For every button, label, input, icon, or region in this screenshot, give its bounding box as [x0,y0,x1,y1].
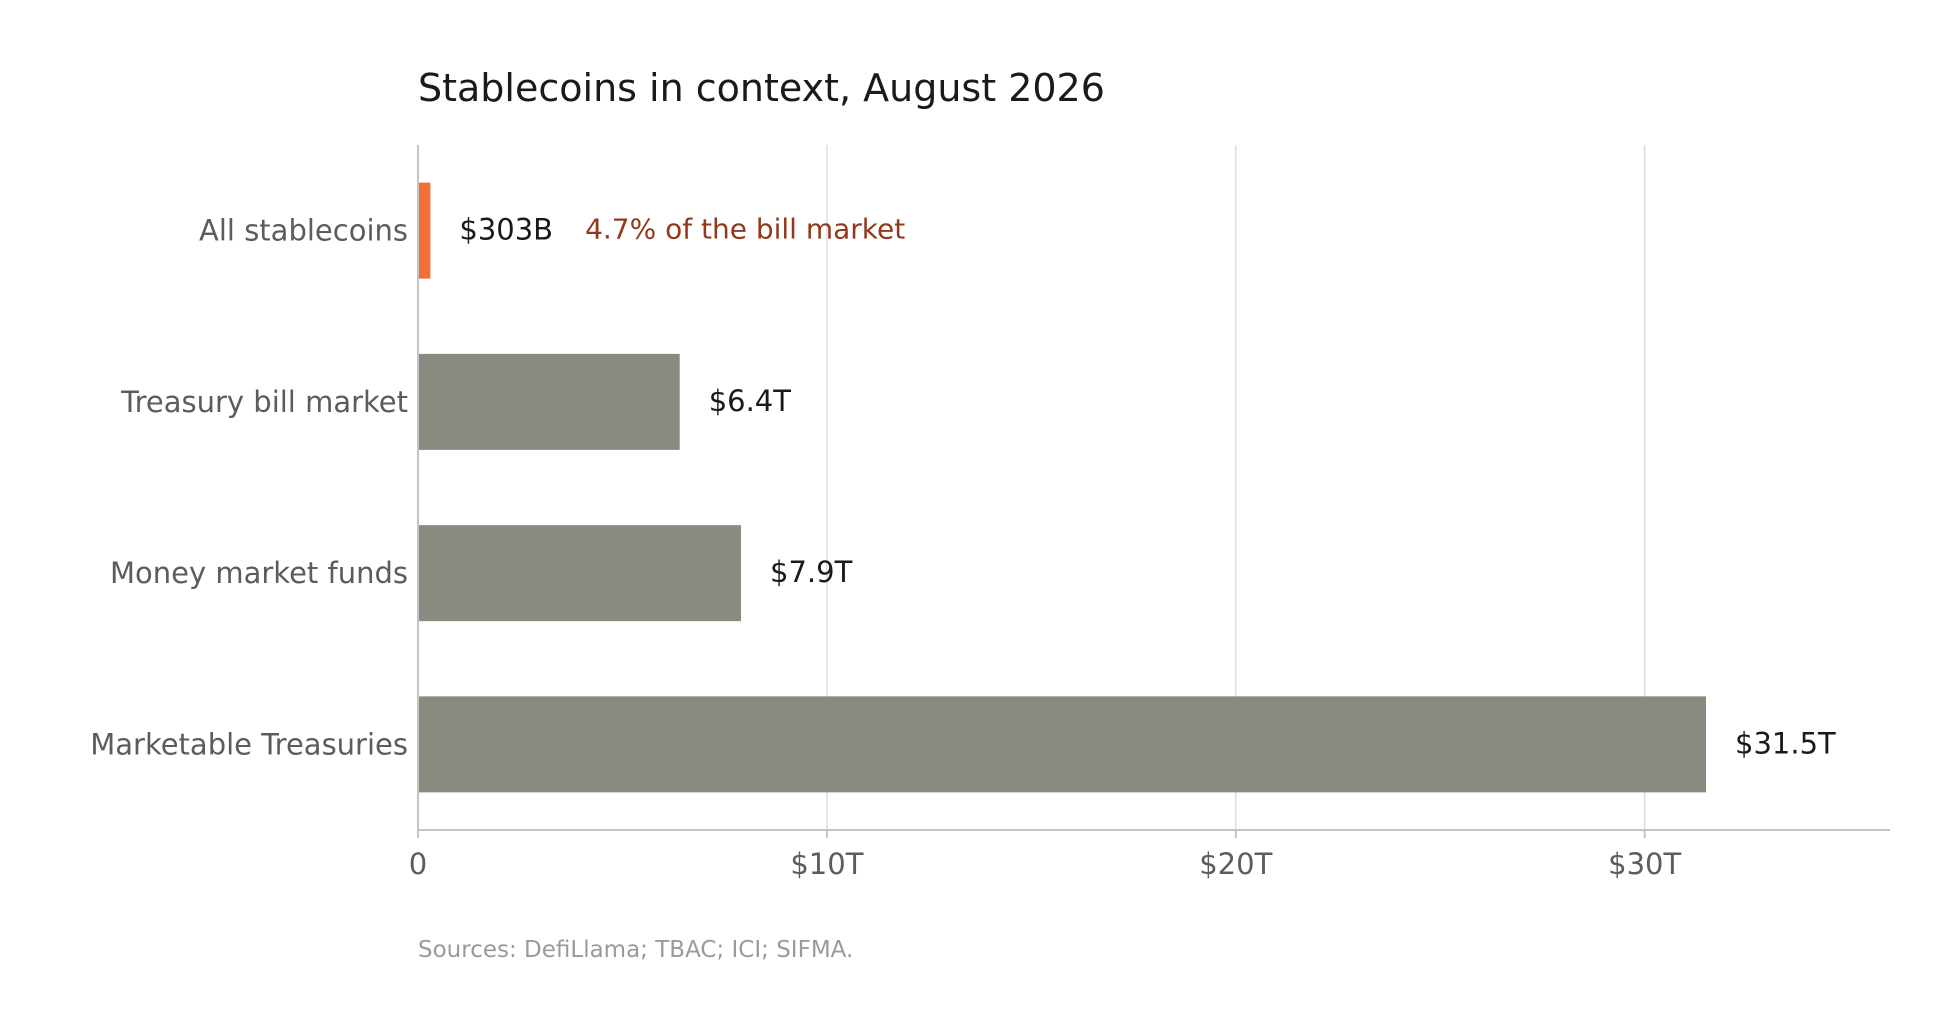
bar [418,696,1706,793]
category-label: Marketable Treasuries [90,727,408,761]
labels: All stablecoins $303B 4.7% of the bill mar… [90,213,1836,762]
x-tick-label: $20T [1199,847,1272,881]
bars [418,182,1706,793]
category-label: Treasury bill market [120,385,408,419]
value-label: $7.9T [770,555,853,589]
axes: 0 $10T $20T $30T [409,145,1890,881]
category-label: All stablecoins [199,214,408,248]
x-tick-label: 0 [409,847,427,881]
category-label: Money market funds [110,556,408,590]
value-label: $303B [459,213,553,247]
bar [418,353,680,450]
annotation-label: 4.7% of the bill market [585,213,905,246]
value-label: $6.4T [709,384,792,418]
bar [418,525,742,622]
source-note: Sources: DefiLlama; TBAC; ICI; SIFMA. [418,937,853,963]
value-label: $31.5T [1735,726,1836,760]
chart-title: Stablecoins in context, August 2026 [418,66,1105,110]
x-tick-label: $10T [790,847,863,881]
bar [418,182,431,279]
x-tick-label: $30T [1608,847,1681,881]
